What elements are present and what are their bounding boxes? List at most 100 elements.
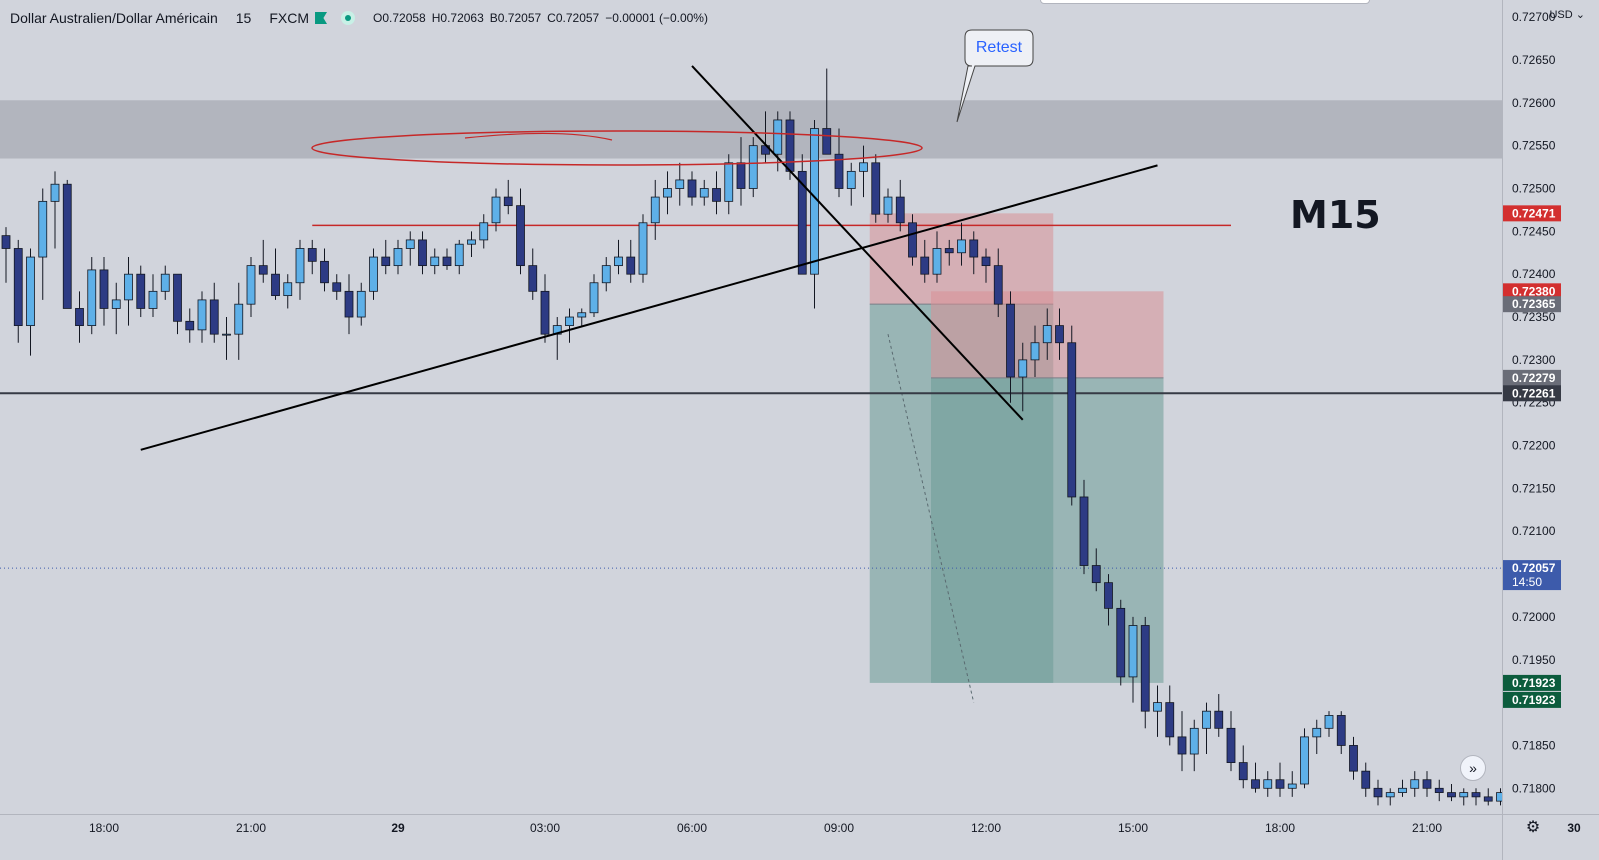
candle-up (222, 333, 231, 336)
candle-up (369, 256, 378, 292)
low-value: B0.72057 (489, 11, 542, 25)
candle-down (1373, 787, 1383, 798)
scroll-to-realtime-button[interactable]: » (1460, 755, 1486, 781)
candle-up (699, 188, 709, 198)
candle-up (883, 196, 893, 215)
price-tick-label: 0.72700 (1512, 10, 1556, 24)
price-tick-label: 0.72650 (1512, 53, 1556, 67)
candle-up (87, 269, 97, 327)
candle-down (687, 179, 697, 198)
price-tick-label: 0.72450 (1512, 224, 1556, 238)
ohlc-values: O0.72058 H0.72063 B0.72057 C0.72057 −0.0… (373, 11, 708, 25)
candle-up (589, 282, 599, 314)
candle-down (944, 248, 954, 254)
candle-down (62, 183, 72, 309)
candle-up (1189, 727, 1199, 755)
candle-up (295, 248, 305, 284)
close-value: C0.72057 (547, 11, 600, 25)
candle-down (626, 256, 636, 275)
candle-up (430, 256, 440, 267)
candle-down (1447, 792, 1456, 798)
candle-up (724, 162, 734, 202)
symbol-name[interactable]: Dollar Australien/Dollar Américain (10, 10, 218, 26)
candle-up (356, 290, 366, 318)
candle-up (1030, 342, 1040, 361)
currency-selector[interactable]: USD ⌄ (1549, 8, 1585, 21)
price-axis-tag-label: 0.72380 (1512, 284, 1556, 298)
candle-down (785, 119, 795, 172)
candle-up (1459, 792, 1469, 798)
candle-down (418, 239, 427, 267)
price-tick-label: 0.72200 (1512, 439, 1556, 453)
candle-up (1287, 783, 1297, 789)
time-tick-label: 18:00 (1265, 821, 1295, 835)
time-tick-label: 21:00 (1412, 821, 1442, 835)
candle-up (246, 265, 256, 305)
flag-icon[interactable] (315, 12, 328, 24)
candle-down (1275, 779, 1285, 789)
candle-up (565, 316, 574, 327)
candle-up (1042, 325, 1052, 344)
candle-up (846, 170, 856, 189)
price-axis-panel (1502, 0, 1599, 860)
candle-down (503, 196, 513, 207)
candle-up (1324, 715, 1334, 729)
candle-up (1300, 736, 1309, 785)
candle-up (26, 256, 35, 327)
candle-up (1153, 702, 1162, 712)
highlight-ellipse (311, 130, 923, 166)
price-axis-tag (1503, 369, 1561, 386)
price-axis-tag (1503, 560, 1561, 591)
candle-up (1410, 779, 1420, 789)
candle-up (650, 196, 660, 224)
symbol-legend: Dollar Australien/Dollar Américain 15 FX… (10, 8, 708, 28)
candle-up (601, 265, 611, 284)
candle-down (528, 265, 538, 292)
time-tick-label: 18:00 (89, 821, 119, 835)
candle-up (1398, 787, 1407, 793)
candle-down (99, 269, 109, 309)
candle-down (822, 128, 832, 155)
candle-down (895, 196, 905, 224)
candle-up (1263, 779, 1273, 789)
price-axis-tag-label: 0.72261 (1512, 386, 1556, 400)
candle-up (393, 248, 403, 267)
currency-label: USD (1549, 9, 1573, 21)
price-axis-tag-label: 0.72279 (1512, 371, 1556, 385)
candle-down (981, 256, 991, 267)
price-tick-label: 0.72550 (1512, 139, 1556, 153)
candle-down (712, 188, 721, 202)
candle-up (160, 273, 170, 292)
candle-down (736, 162, 746, 189)
candle-down (1214, 710, 1224, 729)
floating-toolbar[interactable] (1040, 0, 1370, 4)
chevron-down-icon: ⌄ (1575, 9, 1585, 21)
candle-up (1312, 727, 1322, 738)
price-axis-tag-label: 0.71923 (1512, 676, 1556, 690)
candle-up (773, 119, 783, 155)
candle-up (663, 188, 672, 198)
price-tick-label: 0.71850 (1512, 738, 1556, 752)
interval-label[interactable]: 15 (235, 10, 252, 26)
gear-icon[interactable]: ⚙ (1525, 819, 1541, 836)
time-tick-label: 29 (391, 821, 405, 835)
price-axis-tag (1503, 691, 1561, 708)
candle-down (871, 162, 881, 215)
price-tick-label: 0.72350 (1512, 310, 1556, 324)
price-tick-label: 0.72600 (1512, 96, 1556, 110)
candle-down (1483, 796, 1493, 802)
time-tick-label: 06:00 (677, 821, 707, 835)
candle-down (908, 222, 917, 258)
candle-up (638, 222, 648, 275)
price-tick-label: 0.71800 (1512, 781, 1556, 795)
time-tick-label: 03:00 (530, 821, 560, 835)
candle-up (38, 200, 48, 258)
candle-down (136, 273, 146, 309)
price-axis-tag (1503, 385, 1561, 402)
candle-down (381, 256, 391, 267)
candle-down (1251, 779, 1260, 789)
open-value: O0.72058 (373, 11, 426, 25)
price-axis-tag (1503, 674, 1561, 691)
